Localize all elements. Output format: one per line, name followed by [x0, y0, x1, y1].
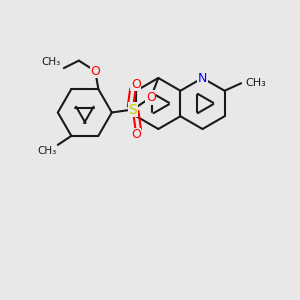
Text: S: S: [128, 103, 137, 116]
Text: O: O: [90, 64, 100, 78]
Text: CH₃: CH₃: [42, 57, 61, 67]
Text: O: O: [131, 77, 141, 91]
Text: CH₃: CH₃: [37, 146, 56, 156]
Text: O: O: [131, 128, 141, 142]
Text: CH₃: CH₃: [245, 78, 266, 88]
Text: O: O: [146, 91, 156, 104]
Text: N: N: [198, 71, 207, 85]
